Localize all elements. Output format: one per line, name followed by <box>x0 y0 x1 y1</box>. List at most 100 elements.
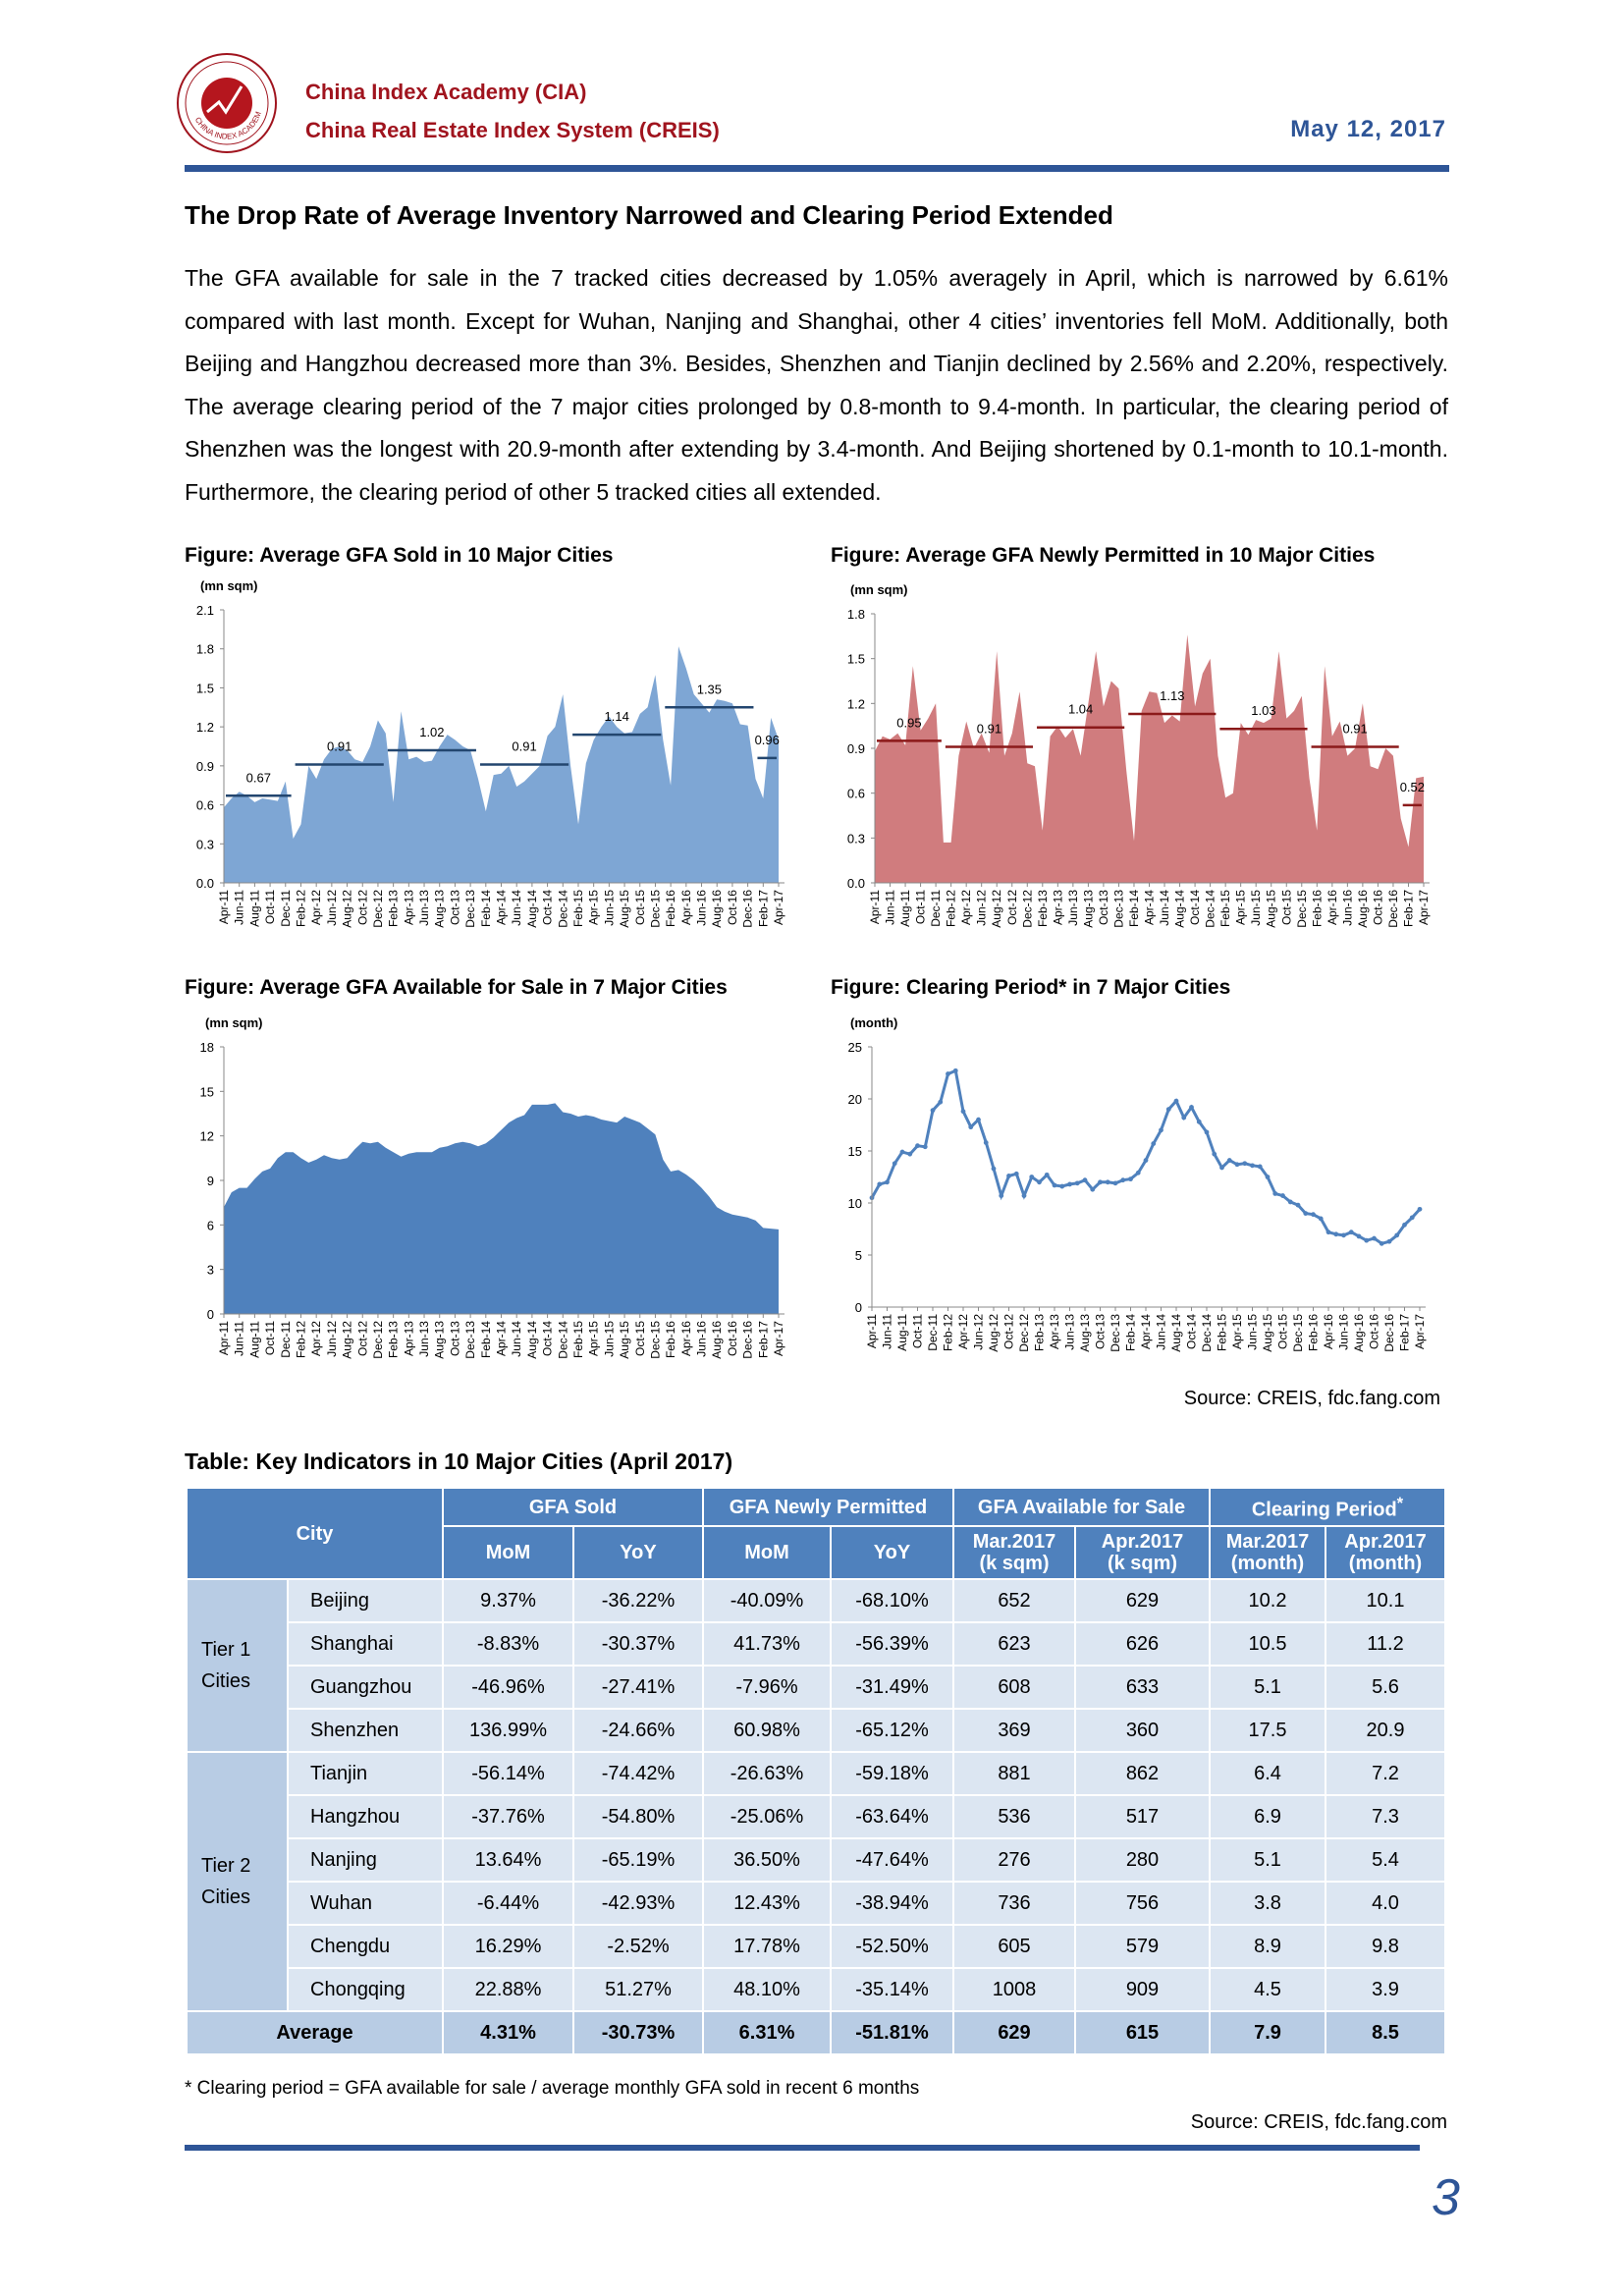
table-row: Guangzhou -46.96% -27.41% -7.96% -31.49% 608 6… <box>187 1665 1446 1710</box>
header-clearing-apr: Apr.2017 (month) <box>1325 1525 1446 1580</box>
table-cell: 10.5 <box>1209 1621 1326 1667</box>
header-mar-label: Mar.2017 <box>1225 1531 1310 1553</box>
area-series <box>224 646 779 883</box>
data-point <box>1135 1170 1141 1175</box>
x-tick-label: Aug-11 <box>247 1321 261 1358</box>
x-tick-label: Jun-12 <box>325 890 339 926</box>
data-point <box>1250 1163 1255 1169</box>
data-point <box>1212 1151 1217 1157</box>
table-cell: 756 <box>1074 1881 1211 1926</box>
x-tick-label: Jun-15 <box>602 890 616 926</box>
x-tick-label: Feb-17 <box>1398 1314 1412 1351</box>
x-tick-label: Dec-12 <box>371 890 385 928</box>
x-tick-label: Oct-14 <box>541 890 555 925</box>
table-cell: -36.22% <box>572 1578 704 1623</box>
data-point <box>930 1108 936 1114</box>
header-permitted-mom: MoM <box>702 1525 832 1580</box>
header-unit-label: (month) <box>1230 1553 1305 1574</box>
x-tick-label: Dec-14 <box>1204 890 1217 928</box>
x-tick-label: Aug-14 <box>525 1321 539 1359</box>
data-point <box>1013 1171 1019 1176</box>
table-cell: 3.9 <box>1325 1967 1446 2012</box>
y-tick-label: 9 <box>207 1174 214 1188</box>
table-cell: 881 <box>952 1751 1076 1796</box>
data-point <box>1128 1176 1133 1182</box>
x-tick-label: Jun-14 <box>510 1321 523 1357</box>
data-point <box>1037 1179 1042 1185</box>
y-tick-label: 3 <box>207 1263 214 1278</box>
average-cell: -30.73% <box>572 2010 704 2055</box>
y-tick-label: 10 <box>848 1196 862 1211</box>
data-point <box>952 1067 958 1073</box>
x-tick-label: Oct-15 <box>1276 1314 1290 1349</box>
header-gfa-sold: GFA Sold <box>442 1487 704 1527</box>
cia-logo: CHINA INDEX ACADEMY <box>175 51 277 153</box>
data-point <box>946 1071 950 1076</box>
table-row: Shanghai -8.83% -30.37% 41.73% -56.39% 623 626… <box>187 1621 1446 1667</box>
x-tick-label: Dec-12 <box>1020 890 1034 928</box>
data-point <box>1341 1232 1346 1238</box>
line-series <box>870 1068 1422 1245</box>
x-tick-label: Aug-11 <box>247 890 261 927</box>
table-cell: -8.83% <box>442 1621 574 1667</box>
x-tick-label: Oct-11 <box>914 890 928 924</box>
data-point <box>1098 1179 1103 1185</box>
data-point <box>1196 1119 1202 1124</box>
table-cell: 605 <box>952 1924 1076 1969</box>
x-tick-label: Dec-11 <box>926 1314 940 1351</box>
x-tick-label: Aug-14 <box>1173 890 1187 928</box>
data-point <box>899 1149 905 1155</box>
y-tick-label: 0.6 <box>196 798 214 813</box>
x-tick-label: Aug-15 <box>618 890 631 928</box>
data-point <box>1356 1233 1362 1239</box>
table-cell: -56.39% <box>830 1621 954 1667</box>
x-tick-label: Jun-15 <box>1246 1314 1260 1350</box>
header-clearing-label: Clearing Period <box>1251 1499 1397 1521</box>
x-tick-label: Feb-12 <box>942 1314 955 1351</box>
table-cell: 736 <box>952 1881 1076 1926</box>
x-tick-label: Aug-13 <box>1081 890 1095 928</box>
x-tick-label: Aug-14 <box>525 890 539 928</box>
city-name: Beijing <box>287 1578 444 1623</box>
city-name: Wuhan <box>287 1881 444 1926</box>
x-tick-label: Dec-11 <box>279 1321 293 1358</box>
data-point <box>1090 1186 1096 1192</box>
table-cell: 20.9 <box>1325 1708 1446 1753</box>
org-system-name: China Real Estate Index System (CREIS) <box>305 118 720 142</box>
tier-label: Tier 1 Cities <box>186 1578 289 1753</box>
x-tick-label: Oct-13 <box>448 890 461 925</box>
tier-label: Tier 2 Cities <box>186 1751 289 2012</box>
x-tick-label: Apr-11 <box>217 1321 231 1355</box>
city-name: Tianjin <box>287 1751 444 1796</box>
data-point <box>1006 1174 1011 1178</box>
x-tick-label: Dec-14 <box>556 890 569 928</box>
x-tick-label: Apr-17 <box>1417 890 1431 925</box>
area-series <box>875 634 1424 883</box>
y-tick-label: 15 <box>848 1144 862 1159</box>
x-tick-label: Aug-15 <box>1261 1314 1274 1352</box>
x-tick-label: Dec-13 <box>1109 1314 1122 1352</box>
table-cell: -2.52% <box>572 1924 704 1969</box>
x-tick-label: Oct-11 <box>263 1321 277 1355</box>
table-cell: 17.5 <box>1209 1708 1326 1753</box>
x-tick-label: Aug-16 <box>1352 1314 1366 1352</box>
x-tick-label: Feb-12 <box>945 890 958 927</box>
data-point <box>1052 1182 1057 1188</box>
table-cell: 16.29% <box>442 1924 574 1969</box>
figure-title-gfa-sold: Figure: Average GFA Sold in 10 Major Cit… <box>185 544 614 567</box>
x-tick-label: Jun-12 <box>975 890 989 926</box>
table-cell: -31.49% <box>830 1665 954 1710</box>
city-name: Hangzhou <box>287 1794 444 1839</box>
x-tick-label: Feb-12 <box>294 890 307 927</box>
y-axis-unit: (mn sqm) <box>200 578 258 593</box>
x-tick-label: Jun-12 <box>972 1314 986 1350</box>
figure-title-gfa-permitted: Figure: Average GFA Newly Permitted in 1… <box>831 544 1376 567</box>
x-tick-label: Dec-13 <box>463 1321 477 1359</box>
table-row: Chengdu 16.29% -2.52% 17.78% -52.50% 605 579 8.… <box>187 1924 1446 1969</box>
area-series <box>224 1103 779 1314</box>
x-tick-label: Apr-13 <box>1048 1314 1061 1349</box>
x-tick-label: Oct-13 <box>1097 890 1110 925</box>
y-tick-label: 1.2 <box>847 696 865 711</box>
